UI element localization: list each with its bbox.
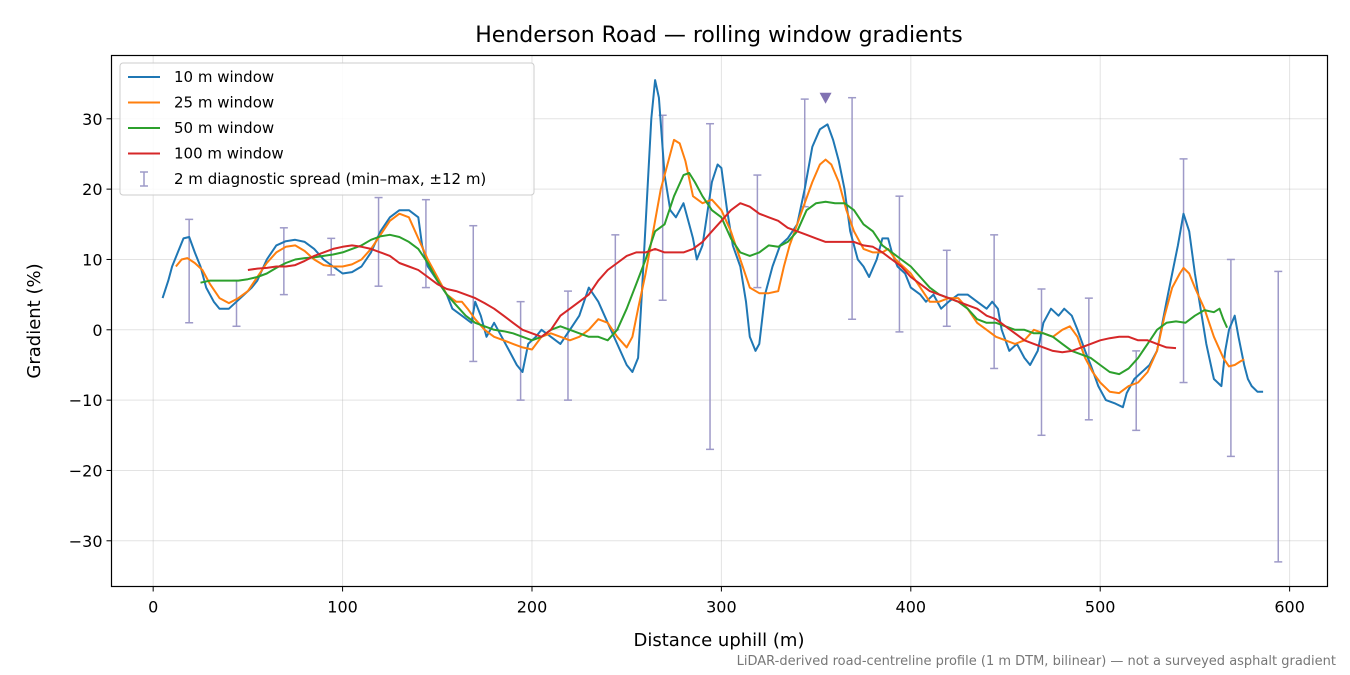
x-tick-label: 400 bbox=[896, 598, 927, 617]
legend-label: 10 m window bbox=[174, 68, 274, 86]
x-tick-label: 500 bbox=[1085, 598, 1116, 617]
peak-marker bbox=[819, 92, 832, 104]
legend-label: 2 m diagnostic spread (min–max, ±12 m) bbox=[174, 170, 486, 188]
x-tick-label: 100 bbox=[327, 598, 358, 617]
x-axis-ticks: 0 100 200 300 400 500 600 bbox=[148, 586, 1305, 617]
series-line-2 bbox=[200, 172, 1229, 376]
y-tick-label: 20 bbox=[82, 180, 102, 199]
legend-label: 100 m window bbox=[174, 145, 284, 163]
legend-label: 50 m window bbox=[174, 119, 274, 137]
y-axis-label: Gradient (%) bbox=[24, 263, 45, 378]
legend-box bbox=[119, 62, 535, 196]
markers bbox=[819, 92, 832, 104]
plot-frame bbox=[110, 54, 1329, 588]
x-axis-label: Distance uphill (m) bbox=[634, 630, 805, 651]
grid bbox=[111, 55, 1328, 587]
y-axis-ticks: 30 20 10 0 −10 −20 −30 bbox=[69, 110, 112, 551]
legend: 10 m window 25 m window 50 m window 100 m w… bbox=[119, 62, 535, 196]
y-tick-label: −30 bbox=[69, 532, 103, 551]
legend-label: 25 m window bbox=[174, 94, 274, 112]
x-tick-label: 200 bbox=[517, 598, 548, 617]
series-lines bbox=[161, 79, 1264, 409]
footnote: LiDAR-derived road-centreline profile (1… bbox=[737, 654, 1336, 669]
y-tick-label: 30 bbox=[82, 110, 102, 129]
chart-title: Henderson Road — rolling window gradient… bbox=[475, 23, 962, 48]
series-line-0 bbox=[161, 79, 1264, 409]
y-tick-label: 10 bbox=[82, 250, 102, 269]
x-tick-label: 300 bbox=[706, 598, 737, 617]
x-tick-label: 0 bbox=[148, 598, 158, 617]
y-tick-label: −10 bbox=[69, 391, 103, 410]
series-line-3 bbox=[247, 202, 1177, 354]
y-tick-label: 0 bbox=[92, 321, 102, 340]
x-tick-label: 600 bbox=[1274, 598, 1305, 617]
y-tick-label: −20 bbox=[69, 461, 103, 480]
